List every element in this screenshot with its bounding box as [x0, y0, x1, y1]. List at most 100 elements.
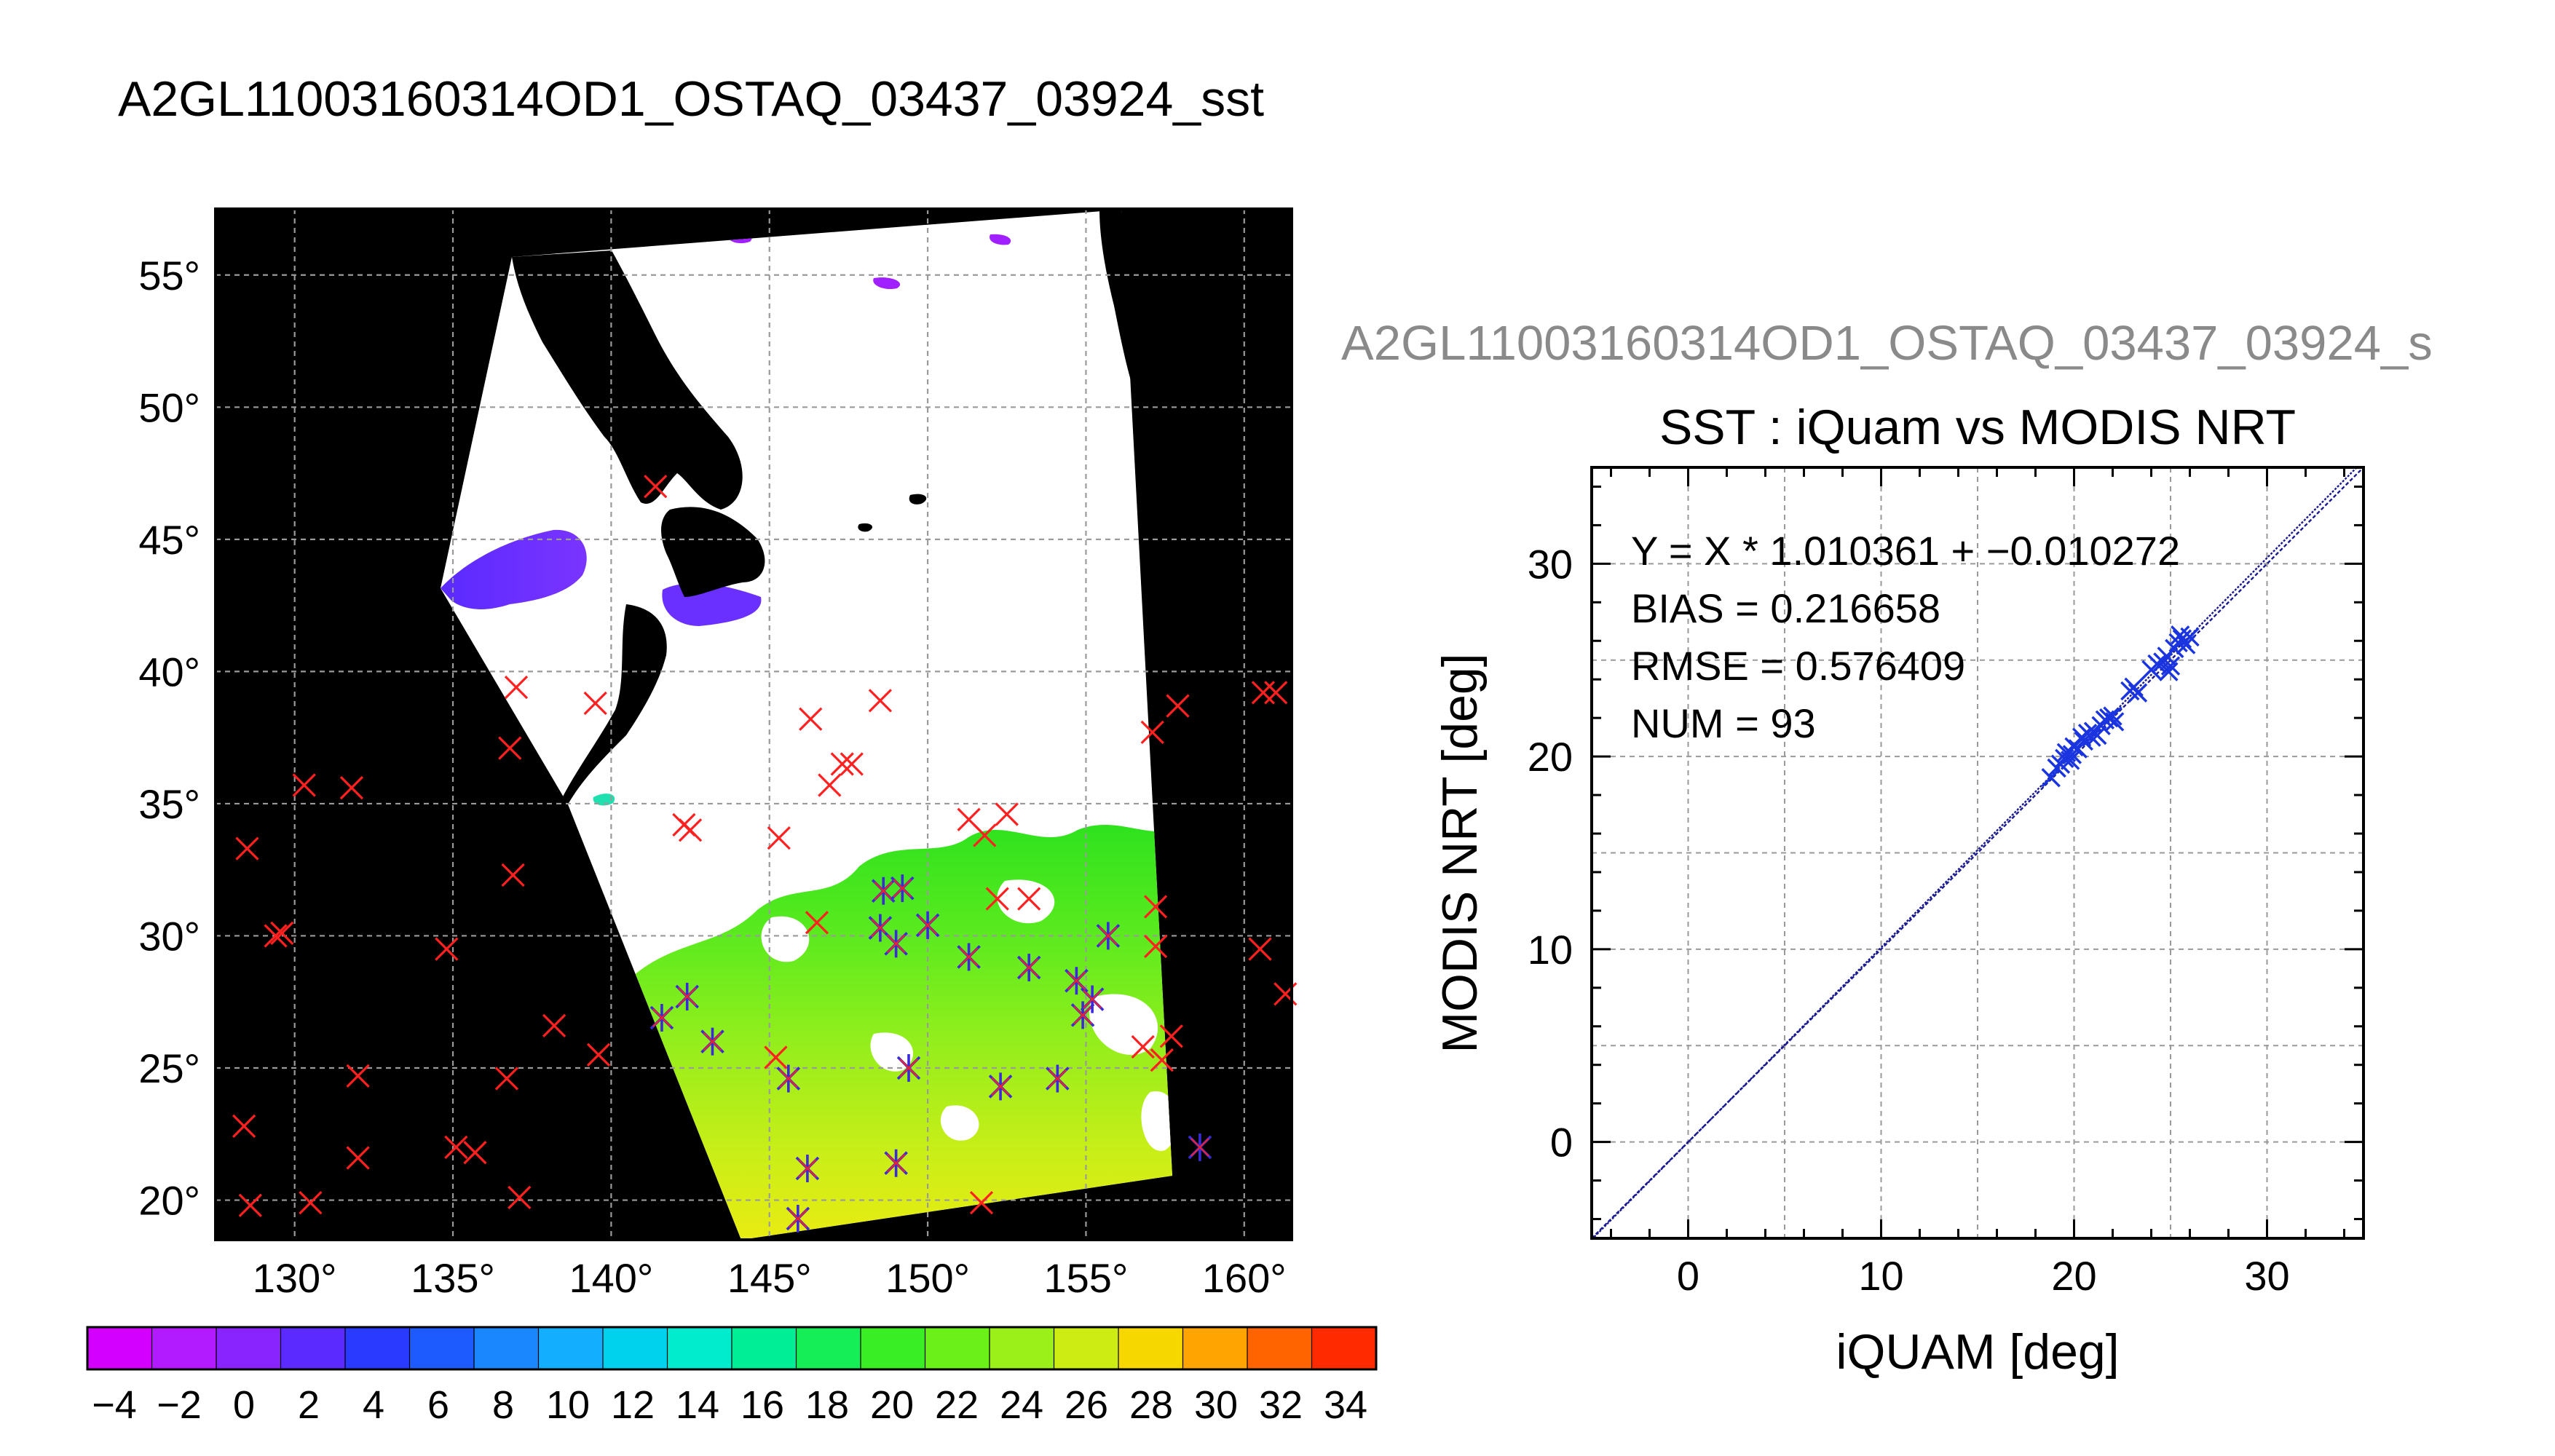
iquam-marker — [995, 802, 1019, 826]
scatter-points — [2041, 625, 2200, 788]
scatter-point — [2103, 706, 2122, 726]
y-tick-label: 0 — [1550, 1120, 1573, 1166]
x-tick-label: 10 — [1858, 1253, 1903, 1299]
colorbar-tick-label: 22 — [935, 1383, 979, 1427]
lon-tick-label: 140° — [569, 1255, 653, 1301]
iquam-marker — [1166, 694, 1190, 718]
colorbar-tick-label: 26 — [1065, 1383, 1108, 1427]
iquam-marker — [542, 1013, 566, 1038]
scatter-point — [2060, 751, 2080, 770]
colorbar-tick-label: 34 — [1324, 1383, 1367, 1427]
scatter-point — [2041, 768, 2061, 788]
matchup-marker — [649, 1004, 674, 1032]
land-kuril — [909, 494, 927, 505]
iquam-marker — [764, 1045, 788, 1069]
colorbar-tick-label: 0 — [233, 1383, 255, 1427]
iquam-marker — [435, 937, 459, 961]
colorbar-swatch — [1311, 1327, 1377, 1369]
matchup-marker — [700, 1027, 724, 1056]
colorbar-swatch — [538, 1327, 604, 1369]
colorbar-swatch — [667, 1327, 732, 1369]
colorbar-swatch — [280, 1327, 346, 1369]
colorbar-tick-label: 20 — [870, 1383, 914, 1427]
iquam-marker — [232, 1114, 256, 1139]
sst-patch — [593, 794, 615, 806]
matchup-marker — [786, 1204, 810, 1233]
iquam-marker — [508, 1185, 532, 1210]
colorbar-tick-label: 8 — [492, 1383, 514, 1427]
lon-tick-label: 130° — [253, 1255, 337, 1301]
iquam-marker — [463, 1141, 487, 1165]
scatter-title: SST : iQuam vs MODIS NRT — [1659, 400, 2296, 455]
lon-tick-label: 150° — [885, 1255, 970, 1301]
cold-sst-patch — [441, 529, 587, 609]
iquam-marker — [985, 887, 1009, 911]
iquam-marker — [1248, 937, 1272, 961]
colorbar-swatch — [87, 1327, 152, 1369]
land-kuril — [858, 523, 873, 532]
iquam-marker — [1159, 1024, 1183, 1048]
x-tick-label: 20 — [2051, 1253, 2096, 1299]
lat-tick-label: 50° — [138, 384, 200, 430]
iquam-marker — [1143, 934, 1168, 959]
iquam-marker — [799, 707, 823, 731]
iquam-marker — [498, 736, 522, 760]
fit-equation: Y = X * 1.010361 + −0.010272 — [1631, 528, 2180, 574]
y-tick-label: 10 — [1528, 927, 1573, 973]
colorbar-swatch — [796, 1327, 861, 1369]
scatter-point — [2160, 656, 2181, 676]
iquam-marker — [868, 689, 893, 713]
scatter-point — [2171, 625, 2190, 645]
scatter-point — [2172, 629, 2192, 649]
matchup-marker — [795, 1154, 820, 1182]
iquam-marker — [805, 911, 829, 935]
iquam-marker — [494, 1067, 519, 1091]
x-axis-label: iQUAM [deg] — [1836, 1324, 2119, 1380]
matchup-marker — [776, 1064, 801, 1093]
colorbar-tick-label: 24 — [1000, 1383, 1043, 1427]
iquam-marker — [969, 1191, 994, 1215]
colorbar-frame — [86, 1326, 1378, 1371]
iquam-marker — [1251, 681, 1276, 705]
iquam-marker — [830, 752, 854, 776]
matchup-marker — [675, 982, 699, 1010]
y-tick-label: 20 — [1528, 734, 1573, 780]
colorbar-swatch — [1247, 1327, 1312, 1369]
iquam-marker — [678, 818, 703, 842]
matchup-marker — [1096, 922, 1121, 950]
iquam-marker — [1131, 1034, 1155, 1059]
iquam-marker — [1143, 895, 1168, 919]
fit-lines — [1591, 467, 2364, 1241]
matchup-marker — [891, 874, 915, 903]
iquam-marker — [840, 752, 864, 776]
sst-map: 20° 25° 30° 35° 40° 45° 50° 55° 130° 135° 140° 145… — [138, 207, 1298, 1301]
cloud-gap — [1089, 994, 1158, 1056]
colorbar-tick-label: 14 — [676, 1383, 719, 1427]
scatter-point — [2082, 727, 2101, 747]
y-axis-label: MODIS NRT [deg] — [1432, 653, 1488, 1053]
colorbar-swatch — [990, 1327, 1054, 1369]
matchup-marker — [1188, 1133, 1212, 1161]
colorbar-swatch — [1054, 1327, 1119, 1369]
matchup-marker — [1070, 1001, 1095, 1029]
iquam-marker — [444, 1135, 468, 1160]
regression-line — [1591, 467, 2358, 1241]
cold-sst-patch — [990, 234, 1011, 245]
iquam-marker — [339, 776, 364, 800]
matchup-marker — [1065, 967, 1089, 995]
iquam-marker — [264, 924, 288, 948]
lat-tick-label: 35° — [138, 781, 200, 827]
lat-tick-label: 45° — [138, 517, 200, 563]
scatter-point — [2159, 662, 2179, 681]
colorbar-tick-label: 30 — [1194, 1383, 1238, 1427]
matchup-marker — [884, 1149, 908, 1177]
colorbar-swatch — [603, 1327, 668, 1369]
iquam-marker — [235, 836, 259, 860]
colorbar-swatch — [861, 1327, 925, 1369]
scatter-point — [2165, 638, 2184, 659]
iquam-marker — [501, 863, 525, 887]
cloud-gap — [1141, 1091, 1172, 1151]
colorbar-swatch — [151, 1327, 217, 1369]
land-sakhalin-asia — [512, 250, 743, 510]
matchup-marker — [988, 1072, 1013, 1101]
